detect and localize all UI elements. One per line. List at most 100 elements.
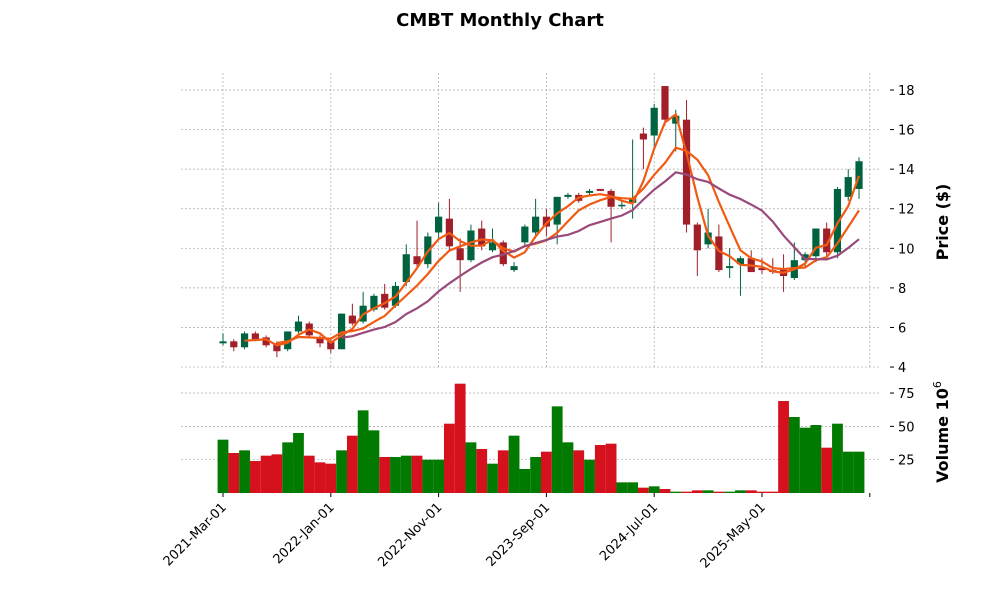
volume-bar [346, 435, 358, 493]
volume-bar [616, 482, 628, 493]
candle-body [564, 194, 572, 197]
candle-body [704, 232, 712, 245]
candle-body [542, 216, 550, 227]
volume-bar [648, 486, 660, 493]
x-tick-label: 2024-Jul-01 [597, 500, 661, 564]
volume-bar [519, 469, 531, 493]
volume-bar [788, 417, 800, 493]
candle-body [273, 343, 281, 352]
candle-body [823, 228, 831, 253]
candle-body [726, 266, 734, 269]
volume-bar [293, 433, 304, 493]
x-tick-label: 2021-Mar-01 [161, 500, 230, 569]
moving-average-12-line [341, 171, 860, 339]
price-tick-label: 16 [898, 124, 915, 139]
chart-title: CMBT Monthly Chart [396, 10, 604, 31]
volume-bar [702, 490, 714, 493]
x-tick-label: 2022-Jan-01 [271, 500, 338, 567]
volume-bar [670, 491, 682, 493]
candle-body [219, 341, 227, 344]
candle-body [381, 293, 389, 308]
volume-bar [799, 427, 811, 493]
candle-body [294, 321, 303, 332]
x-tick-label: 2022-Nov-01 [375, 500, 445, 570]
x-tick-label: 2023-Sep-01 [484, 500, 554, 570]
volume-bar [239, 450, 250, 493]
volume-axis-label: Volume 106 [931, 381, 952, 483]
candle-body [736, 258, 745, 265]
volume-bar [735, 490, 746, 493]
candle-body [316, 337, 324, 344]
volume-bar [487, 463, 498, 493]
volume-bar [476, 449, 488, 493]
candle-body [348, 315, 356, 324]
volume-bar [303, 455, 315, 493]
price-tick-label: 10 [898, 242, 915, 257]
candle-body [596, 188, 604, 191]
volume-bar [508, 435, 520, 493]
candle-body [682, 119, 691, 225]
candle-body [812, 228, 820, 257]
volume-bar [454, 383, 466, 493]
candle-body [672, 115, 680, 124]
volume-tick-label: 50 [898, 420, 915, 435]
candle-body [488, 242, 497, 251]
price-tick-label: 18 [898, 84, 915, 99]
volume-bar [562, 442, 574, 493]
volume-bar [745, 490, 757, 493]
volume-bar [314, 462, 326, 493]
volume-bar [821, 447, 833, 493]
candle-body [532, 216, 540, 233]
volume-bar [573, 450, 585, 493]
candle-body [510, 266, 518, 271]
candle-body [801, 254, 809, 261]
volume-bar [271, 454, 283, 493]
x-tick-label: 2025-May-01 [698, 500, 769, 571]
price-tick-label: 8 [898, 282, 906, 297]
candle-body [413, 256, 421, 265]
candle-body [478, 228, 486, 247]
volume-bar [357, 410, 369, 493]
volume-bar [832, 423, 843, 493]
volume-tick-label: 75 [898, 387, 915, 402]
volume-bar [681, 491, 692, 493]
volume-bar [465, 442, 477, 493]
moving-average-3-line [244, 112, 861, 347]
candle-body [661, 86, 669, 120]
candle-body [402, 254, 410, 282]
price-tick-label: 12 [898, 203, 915, 218]
candle-body [693, 224, 701, 251]
candle-body [435, 216, 443, 233]
candle-body [607, 190, 615, 207]
volume-bar [853, 451, 865, 493]
volume-bar [842, 451, 854, 493]
volume-bar [249, 461, 261, 493]
volume-bar [810, 425, 822, 493]
candle-body [639, 133, 648, 140]
volume-bar [541, 451, 552, 493]
candle-body [833, 188, 842, 253]
volume-tick-label: 25 [898, 454, 915, 469]
price-tick-label: 6 [898, 321, 906, 336]
volume-bar [411, 455, 423, 493]
volume-bar [551, 406, 563, 493]
price-tick-label: 14 [898, 163, 915, 178]
candle-body [844, 177, 852, 197]
candle-body [327, 341, 335, 350]
volume-bar [260, 455, 272, 493]
volume-bar [530, 457, 542, 493]
candle-body [629, 198, 637, 203]
candle-body [499, 242, 507, 265]
candle-body [370, 295, 378, 310]
volume-bar [756, 491, 768, 493]
volume-bar [691, 490, 703, 493]
volume-bar [422, 459, 434, 493]
candle-body [585, 190, 594, 193]
volume-bar [433, 459, 444, 493]
volume-bar [713, 491, 725, 493]
candle-body [230, 341, 238, 348]
volume-bar [594, 445, 606, 493]
candle-body [618, 204, 626, 207]
